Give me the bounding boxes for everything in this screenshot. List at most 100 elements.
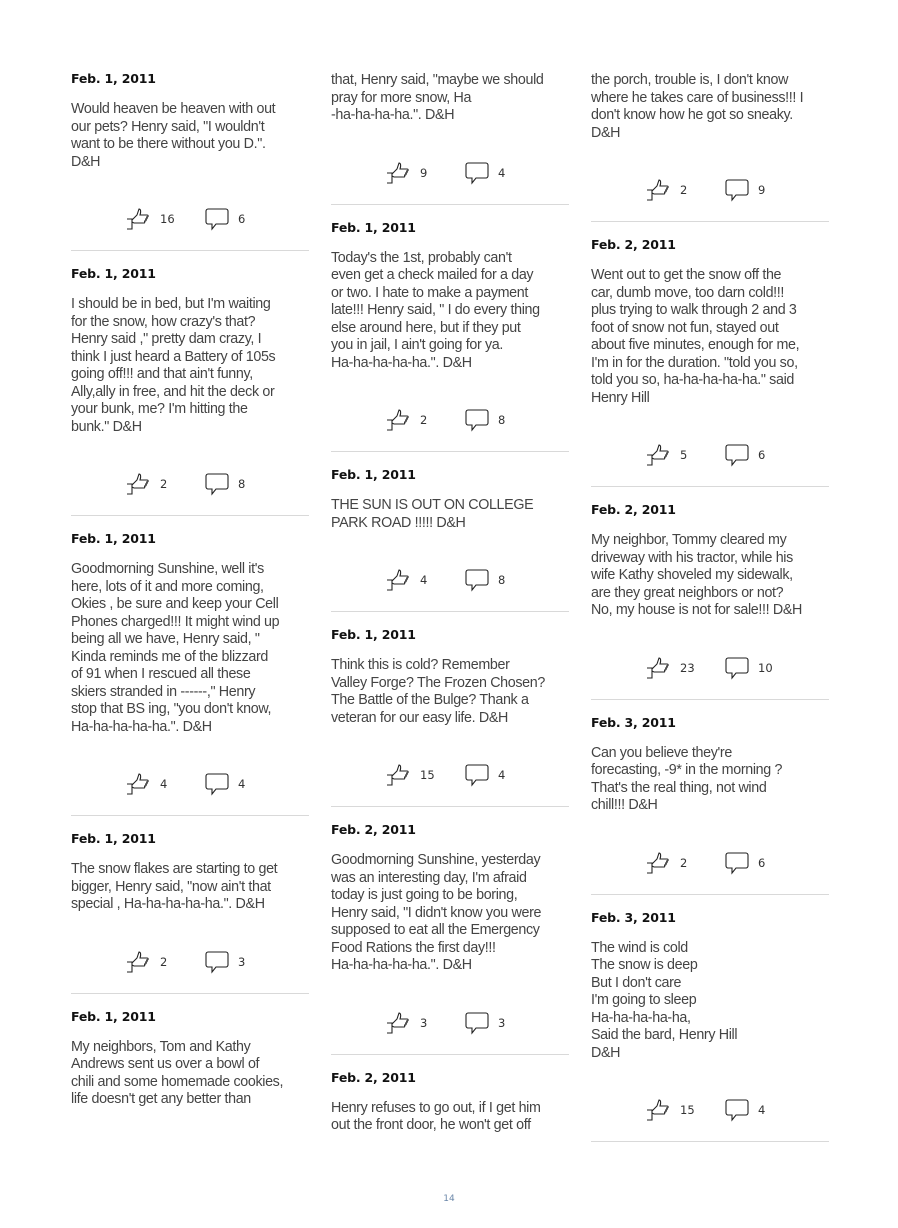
thumbs-up-icon[interactable] (386, 763, 410, 787)
post-date: Feb. 1, 2011 (71, 831, 156, 846)
thumbs-up-icon[interactable] (646, 851, 670, 875)
post-date: Feb. 1, 2011 (71, 1008, 156, 1024)
comment-bubble-icon[interactable] (465, 568, 489, 592)
post-actions: 2 3 (71, 950, 309, 974)
thumbs-up-icon[interactable] (386, 408, 410, 432)
post-date: Feb. 1, 2011 (331, 219, 416, 235)
thumbs-up-icon[interactable] (646, 1098, 670, 1122)
comment-count: 6 (238, 212, 246, 226)
post-text: the porch, trouble is, I don't know wher… (591, 72, 804, 141)
comment-count: 3 (238, 954, 246, 969)
post: Feb. 1, 2011 The snow flakes are starting… (71, 816, 309, 994)
like-count: 4 (160, 777, 168, 791)
post-date: Feb. 1, 2011 (71, 531, 156, 546)
divider (331, 806, 569, 807)
post-date: Feb. 2, 2011 (591, 237, 676, 252)
post: Feb. 2, 2011 Went out to get the snow off… (591, 222, 829, 487)
divider (591, 893, 829, 895)
like-count: 4 (420, 573, 428, 587)
like-count: 2 (160, 954, 168, 969)
post-text: THE SUN IS OUT ON COLLEGE PARK ROAD !!!!… (331, 497, 534, 531)
comment-count: 8 (498, 413, 506, 427)
post-text: My neighbor, Tommy cleared my driveway w… (591, 532, 803, 618)
divider (331, 1053, 569, 1055)
comment-bubble-icon[interactable] (205, 772, 229, 796)
comment-bubble-icon[interactable] (465, 1011, 489, 1035)
thumbs-up-icon[interactable] (126, 472, 150, 496)
page-number: 14 (443, 1194, 455, 1204)
divider (331, 203, 569, 205)
like-count: 2 (680, 183, 688, 197)
divider (591, 698, 829, 700)
comment-bubble-icon[interactable] (205, 950, 229, 974)
post-text: Can you believe they're forecasting, -9*… (591, 744, 783, 814)
divider (591, 1141, 829, 1142)
comment-bubble-icon[interactable] (725, 1098, 749, 1122)
post-date: Feb. 1, 2011 (71, 71, 156, 86)
post: Feb. 1, 2011 Goodmorning Sunshine, well i… (71, 516, 309, 816)
thumbs-up-icon[interactable] (126, 950, 150, 974)
post-text: I should be in bed, but I'm waiting for … (71, 296, 276, 435)
post-date: Feb. 3, 2011 (591, 714, 676, 730)
comment-bubble-icon[interactable] (465, 763, 489, 787)
post-actions: 2 9 (591, 178, 829, 202)
post: Feb. 3, 2011 The wind is cold The snow is… (591, 895, 829, 1142)
post-actions: 5 6 (591, 443, 829, 467)
post-actions: 4 8 (331, 568, 569, 592)
comment-bubble-icon[interactable] (725, 443, 749, 467)
thumbs-up-icon[interactable] (386, 161, 410, 185)
like-count: 15 (420, 768, 435, 782)
post-actions: 2 8 (331, 408, 569, 432)
like-count: 2 (420, 413, 428, 427)
thumbs-up-icon[interactable] (126, 207, 150, 231)
post-date: Feb. 1, 2011 (71, 266, 156, 281)
comment-bubble-icon[interactable] (725, 656, 749, 680)
post: Feb. 1, 2011 My neighbors, Tom and Kathy … (71, 994, 309, 1109)
post-date: Feb. 1, 2011 (331, 467, 416, 482)
comment-count: 8 (238, 477, 246, 491)
thumbs-up-icon[interactable] (386, 1011, 410, 1035)
comment-bubble-icon[interactable] (725, 178, 749, 202)
post-text: Goodmorning Sunshine, well it's here, lo… (71, 561, 280, 735)
post-date: Feb. 3, 2011 (591, 909, 676, 925)
thumbs-up-icon[interactable] (646, 443, 670, 467)
post-text: The wind is cold The snow is deep But I … (591, 939, 738, 1061)
post: Feb. 1, 2011 Think this is cold? Remember… (331, 612, 569, 807)
post-text: that, Henry said, "maybe we should pray … (331, 72, 544, 123)
post: Feb. 3, 2011 Can you believe they're fore… (591, 700, 829, 895)
comment-bubble-icon[interactable] (465, 161, 489, 185)
comment-count: 4 (498, 768, 506, 782)
thumbs-up-icon[interactable] (646, 178, 670, 202)
post: Feb. 2, 2011 Goodmorning Sunshine, yester… (331, 807, 569, 1055)
divider (71, 992, 309, 994)
post: Feb. 1, 2011 I should be in bed, but I'm … (71, 251, 309, 516)
post-date: Feb. 2, 2011 (331, 822, 416, 837)
divider (591, 486, 829, 487)
divider (591, 221, 829, 222)
comment-bubble-icon[interactable] (205, 207, 229, 231)
post-actions: 4 4 (71, 772, 309, 796)
divider (71, 515, 309, 516)
thumbs-up-icon[interactable] (386, 568, 410, 592)
post-actions: 15 4 (331, 763, 569, 787)
comment-bubble-icon[interactable] (725, 851, 749, 875)
post-date: Feb. 2, 2011 (591, 502, 676, 517)
like-count: 2 (680, 855, 688, 870)
post-text: My neighbors, Tom and Kathy Andrews sent… (71, 1038, 284, 1108)
thumbs-up-icon[interactable] (646, 656, 670, 680)
divider (331, 611, 569, 612)
comment-bubble-icon[interactable] (205, 472, 229, 496)
post-text: Think this is cold? Remember Valley Forg… (331, 657, 545, 726)
comment-count: 4 (758, 1103, 766, 1117)
post: Feb. 2, 2011 Henry refuses to go out, if … (331, 1055, 569, 1135)
divider (71, 250, 309, 251)
like-count: 15 (680, 1103, 695, 1117)
post-text: Goodmorning Sunshine, yesterday was an i… (331, 852, 542, 973)
like-count: 9 (420, 165, 428, 180)
post-text: Henry refuses to go out, if I get him ou… (331, 1099, 541, 1134)
comment-bubble-icon[interactable] (465, 408, 489, 432)
post-actions: 9 4 (331, 161, 569, 185)
comment-count: 3 (498, 1015, 506, 1030)
post-text: Today's the 1st, probably can't even get… (331, 249, 540, 371)
thumbs-up-icon[interactable] (126, 772, 150, 796)
